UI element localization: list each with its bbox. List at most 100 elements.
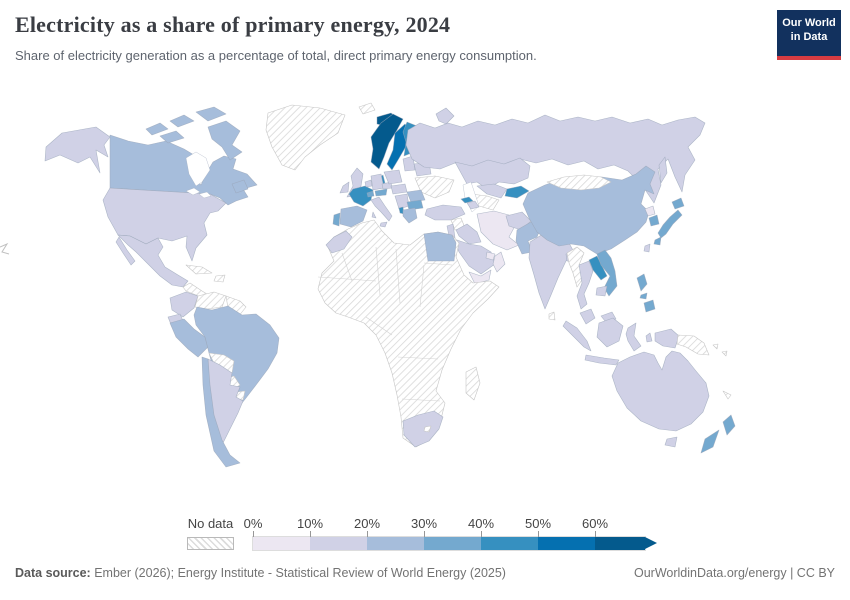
legend-segment[interactable] [481,537,538,550]
legend-no-data-swatch[interactable] [187,537,234,550]
country-brazil[interactable] [193,305,280,409]
country-uzbekistan[interactable] [476,183,508,199]
country-philippines-mindanao[interactable] [643,299,656,313]
country-austria[interactable] [374,188,388,197]
country-ireland[interactable] [339,181,350,194]
country-japan-hokkaido[interactable] [671,197,685,210]
legend-segment[interactable] [367,537,424,550]
country-oman[interactable] [492,251,506,273]
country-lesotho[interactable] [423,425,432,433]
country-canada-ellesmere[interactable] [195,106,227,122]
country-morocco[interactable] [325,230,353,254]
country-turkey[interactable] [424,204,466,221]
country-iraq[interactable] [455,223,482,245]
region-benelux[interactable] [364,179,373,188]
country-azerbaijan[interactable] [466,200,480,210]
country-romania[interactable] [406,189,426,203]
country-svalbard[interactable] [358,102,376,115]
country-indonesia-java[interactable] [584,354,620,366]
legend-segment[interactable] [424,537,481,550]
country-indonesia-sulawesi[interactable] [625,322,642,352]
country-canada-baffin[interactable] [207,120,243,161]
legend-tick-label: 60% [581,516,609,531]
country-yemen[interactable] [468,269,492,285]
country-canada-sverdrup[interactable] [169,114,195,128]
country-indonesia-borneo[interactable] [596,317,624,348]
legend-no-data-label: No data [187,516,234,531]
country-north-korea[interactable] [644,205,656,217]
country-sri-lanka[interactable] [548,311,556,321]
legend-segment[interactable] [595,537,645,550]
country-colombia[interactable] [169,291,199,318]
legend-segment[interactable] [310,537,367,550]
country-japan-kyushu[interactable] [653,236,662,246]
country-new-caledonia[interactable] [722,390,732,400]
country-philippines-visayas[interactable] [639,292,648,300]
country-south-africa[interactable] [402,410,444,448]
country-hispaniola[interactable] [213,274,226,283]
country-poland[interactable] [383,169,403,185]
country-russia-novaya-zemlya[interactable] [435,107,455,125]
country-solomon-islands[interactable] [712,343,728,357]
country-mexico-baja[interactable] [115,236,136,266]
country-japan-honshu[interactable] [657,209,683,239]
country-madagascar[interactable] [465,366,481,401]
country-switzerland[interactable] [366,190,375,198]
country-italy[interactable] [370,196,393,222]
region-africa-no-data[interactable] [317,219,500,448]
country-taiwan[interactable] [643,243,651,253]
country-norway[interactable] [370,113,404,170]
country-indonesia-papua[interactable] [654,328,680,349]
country-indonesia-moluccas[interactable] [645,332,653,343]
region-kyrgyzstan-tajikistan[interactable] [504,185,530,199]
country-vietnam[interactable] [596,249,618,297]
legend-tick-label: 20% [353,516,381,531]
country-new-zealand-south[interactable] [700,429,720,454]
country-chile[interactable] [201,356,241,468]
country-south-korea[interactable] [648,214,660,227]
country-russia-sakhalin[interactable] [658,156,668,184]
country-georgia[interactable] [460,196,474,204]
country-alaska[interactable] [44,126,111,174]
country-canada-banks[interactable] [145,122,169,136]
country-canada-victoria[interactable] [159,130,185,144]
great-lakes [185,187,212,199]
legend-segment[interactable] [253,537,310,550]
country-thailand[interactable] [576,260,594,310]
data-source-text: Ember (2026); Energy Institute - Statist… [90,566,506,580]
country-greece[interactable] [402,207,418,224]
country-uae[interactable] [485,251,496,261]
region-baltics[interactable] [402,155,416,172]
country-papua-new-guinea[interactable] [676,334,710,356]
legend-tick [538,531,539,537]
choropleth-map [0,102,736,468]
country-hungary[interactable] [390,183,408,195]
country-venezuela[interactable] [194,291,227,310]
legend-segment[interactable] [538,537,595,550]
world-map [0,95,850,507]
country-cuba[interactable] [185,264,213,275]
country-malaysia[interactable] [579,308,596,325]
country-laos[interactable] [588,255,608,281]
country-philippines-luzon[interactable] [636,273,648,292]
country-italy-sicily[interactable] [379,221,388,228]
owid-logo[interactable]: Our World in Data [777,10,841,60]
country-greenland[interactable] [265,104,346,171]
country-mongolia[interactable] [546,174,612,191]
africa-internal-borders [317,246,453,402]
country-india[interactable] [528,233,575,310]
country-cambodia[interactable] [595,285,608,297]
country-mexico[interactable] [117,234,189,288]
country-egypt[interactable] [423,231,457,262]
country-spain[interactable] [339,205,368,228]
country-bulgaria[interactable] [406,199,424,211]
country-australia[interactable] [611,350,710,432]
country-canada-newfoundland[interactable] [231,179,249,194]
country-portugal[interactable] [332,212,341,227]
country-australia-tasmania[interactable] [664,436,678,448]
country-new-zealand-north[interactable] [722,414,736,436]
country-indonesia-sumatra[interactable] [562,320,592,352]
country-italy-sardinia[interactable] [371,211,377,219]
license-link[interactable]: OurWorldinData.org/energy | CC BY [633,566,835,580]
region-balkans[interactable] [394,193,410,210]
